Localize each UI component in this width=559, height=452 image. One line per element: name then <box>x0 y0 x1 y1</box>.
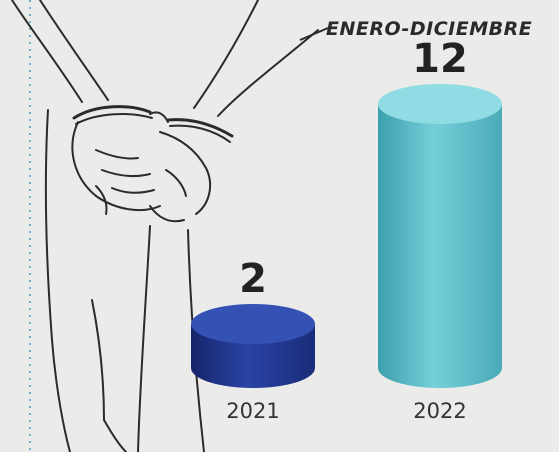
bar-series: 2 2021 12 2022 <box>191 36 502 423</box>
bar-top-2022 <box>378 84 502 124</box>
period-label: ENERO-DICIEMBRE <box>326 18 532 40</box>
period-label-underline <box>299 27 329 41</box>
bar-body-2022 <box>378 104 502 388</box>
handcuffed-hands-sketch-icon <box>11 0 319 452</box>
bar-top-2021 <box>191 304 315 344</box>
bar-2022 <box>378 84 502 388</box>
value-label-2022: 12 <box>412 36 468 82</box>
category-label-2021: 2021 <box>226 399 279 423</box>
value-label-2021: 2 <box>239 256 267 302</box>
bar-2021 <box>191 304 315 388</box>
category-label-2022: 2022 <box>413 399 466 423</box>
